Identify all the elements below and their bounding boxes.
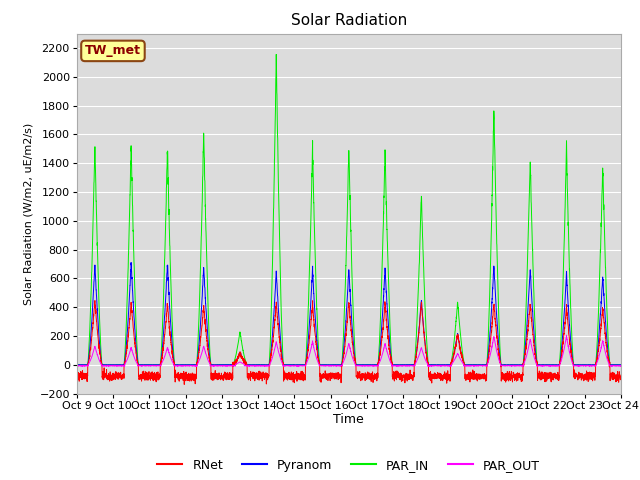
- PAR_IN: [441, 362, 449, 368]
- RNet: [502, 379, 509, 385]
- PAR_OUT: [616, 363, 624, 369]
- PAR_IN: [471, 362, 479, 368]
- Pyranom: [441, 362, 449, 368]
- RNet: [616, 377, 624, 383]
- PAR_OUT: [329, 363, 337, 369]
- Text: TW_met: TW_met: [85, 44, 141, 58]
- Line: RNet: RNet: [77, 300, 621, 384]
- PAR_IN: [73, 362, 81, 368]
- PAR_IN: [171, 361, 179, 367]
- Line: PAR_IN: PAR_IN: [77, 54, 621, 365]
- PAR_OUT: [502, 363, 509, 369]
- PAR_IN: [329, 362, 337, 368]
- PAR_OUT: [471, 362, 479, 368]
- RNet: [471, 373, 479, 379]
- PAR_OUT: [563, 332, 570, 338]
- Line: PAR_OUT: PAR_OUT: [77, 335, 621, 366]
- RNet: [617, 373, 625, 379]
- Legend: RNet, Pyranom, PAR_IN, PAR_OUT: RNet, Pyranom, PAR_IN, PAR_OUT: [152, 454, 545, 477]
- PAR_OUT: [73, 363, 81, 369]
- X-axis label: Time: Time: [333, 413, 364, 426]
- RNet: [91, 298, 99, 303]
- PAR_IN: [616, 362, 624, 368]
- Pyranom: [616, 362, 624, 368]
- PAR_OUT: [171, 363, 179, 369]
- PAR_IN: [502, 362, 509, 368]
- PAR_IN: [273, 51, 280, 57]
- Line: Pyranom: Pyranom: [77, 263, 621, 365]
- RNet: [329, 373, 337, 379]
- Title: Solar Radiation: Solar Radiation: [291, 13, 407, 28]
- Pyranom: [502, 362, 509, 368]
- RNet: [180, 382, 188, 387]
- PAR_OUT: [441, 363, 449, 369]
- RNet: [73, 375, 81, 381]
- Y-axis label: Solar Radiation (W/m2, uE/m2/s): Solar Radiation (W/m2, uE/m2/s): [24, 122, 34, 305]
- Pyranom: [329, 362, 337, 368]
- PAR_OUT: [617, 363, 625, 369]
- PAR_IN: [617, 362, 625, 368]
- Pyranom: [617, 362, 625, 368]
- Pyranom: [171, 362, 179, 368]
- Pyranom: [73, 362, 81, 368]
- RNet: [441, 369, 449, 375]
- PAR_OUT: [174, 363, 182, 369]
- Pyranom: [471, 362, 479, 368]
- Pyranom: [127, 260, 135, 265]
- RNet: [171, 374, 179, 380]
